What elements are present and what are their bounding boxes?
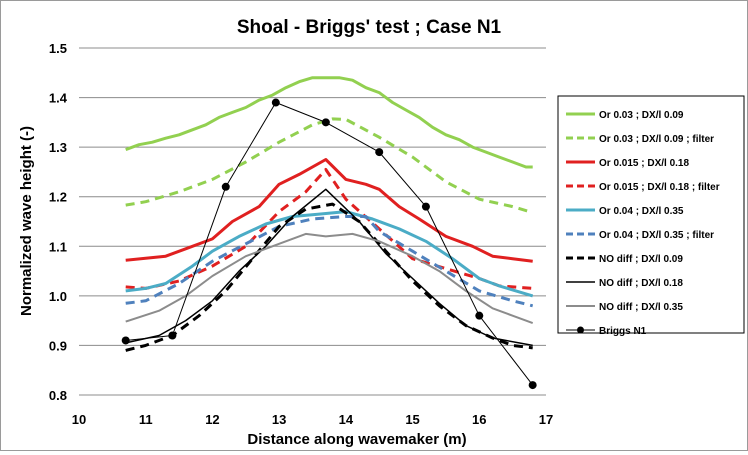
legend-label-2: Or 0.015 ; DX/l 0.18 [599, 158, 689, 169]
y-tick-label: 1.2 [49, 190, 67, 205]
y-tick-label: 1.5 [49, 41, 67, 56]
y-axis-label: Normalized wave height (-) [18, 126, 35, 316]
data-point [475, 311, 484, 320]
x-tick-label: 12 [205, 412, 219, 427]
series-line-7 [125, 188, 533, 347]
legend-box [557, 95, 745, 334]
legend-label-5: Or 0.04 ; DX/l 0.35 ; filter [599, 230, 714, 241]
data-point [321, 118, 330, 127]
legend-label-8: NO diff ; DX/l 0.35 [599, 302, 683, 313]
x-tick-label: 16 [472, 412, 486, 427]
legend-marker [577, 326, 584, 334]
x-tick-label: 13 [272, 412, 286, 427]
legend-label-9: Briggs N1 [599, 326, 647, 337]
series-line-1 [125, 117, 534, 215]
x-tick-label: 11 [139, 412, 153, 427]
data-point [375, 148, 384, 157]
data-point [121, 336, 130, 345]
data-point [271, 98, 280, 107]
series-line-4 [125, 210, 534, 298]
legend-label-3: Or 0.015 ; DX/l 0.18 ; filter [599, 182, 720, 193]
y-tick-label: 0.8 [49, 388, 67, 403]
data-point [221, 182, 230, 191]
gridlines [79, 47, 546, 396]
series-line-0 [125, 76, 533, 169]
y-tick-label: 1.4 [49, 91, 68, 106]
series-line-3 [125, 168, 533, 290]
series-line-5 [125, 215, 534, 308]
chart-title: Shoal - Briggs' test ; Case N1 [237, 17, 502, 38]
series-line-8 [125, 232, 534, 325]
y-tick-label: 0.9 [49, 338, 67, 353]
data-point [168, 331, 177, 340]
x-tick-labels: 10 11 12 13 14 15 16 17 [72, 412, 553, 427]
data-series [121, 76, 537, 390]
legend: Or 0.03 ; DX/l 0.09 Or 0.03 ; DX/l 0.09 ;… [557, 95, 745, 337]
series-line-2 [125, 158, 533, 263]
x-axis-label: Distance along wavemaker (m) [247, 431, 466, 448]
x-tick-label: 15 [405, 412, 419, 427]
legend-label-6: NO diff ; DX/l 0.09 [599, 254, 683, 265]
legend-label-0: Or 0.03 ; DX/l 0.09 [599, 110, 684, 121]
legend-label-4: Or 0.04 ; DX/l 0.35 [599, 206, 684, 217]
y-tick-label: 1.3 [49, 140, 67, 155]
data-point [421, 202, 430, 211]
x-tick-label: 10 [72, 412, 86, 427]
x-tick-label: 14 [339, 412, 354, 427]
y-tick-label: 1.0 [49, 289, 67, 304]
data-point [528, 381, 537, 390]
x-tick-label: 17 [539, 412, 553, 427]
y-tick-labels: 0.8 0.9 1.0 1.1 1.2 1.3 1.4 1.5 [49, 41, 68, 403]
legend-label-7: NO diff ; DX/l 0.18 [599, 278, 683, 289]
y-tick-label: 1.1 [49, 239, 67, 254]
legend-label-1: Or 0.03 ; DX/l 0.09 ; filter [599, 134, 714, 145]
